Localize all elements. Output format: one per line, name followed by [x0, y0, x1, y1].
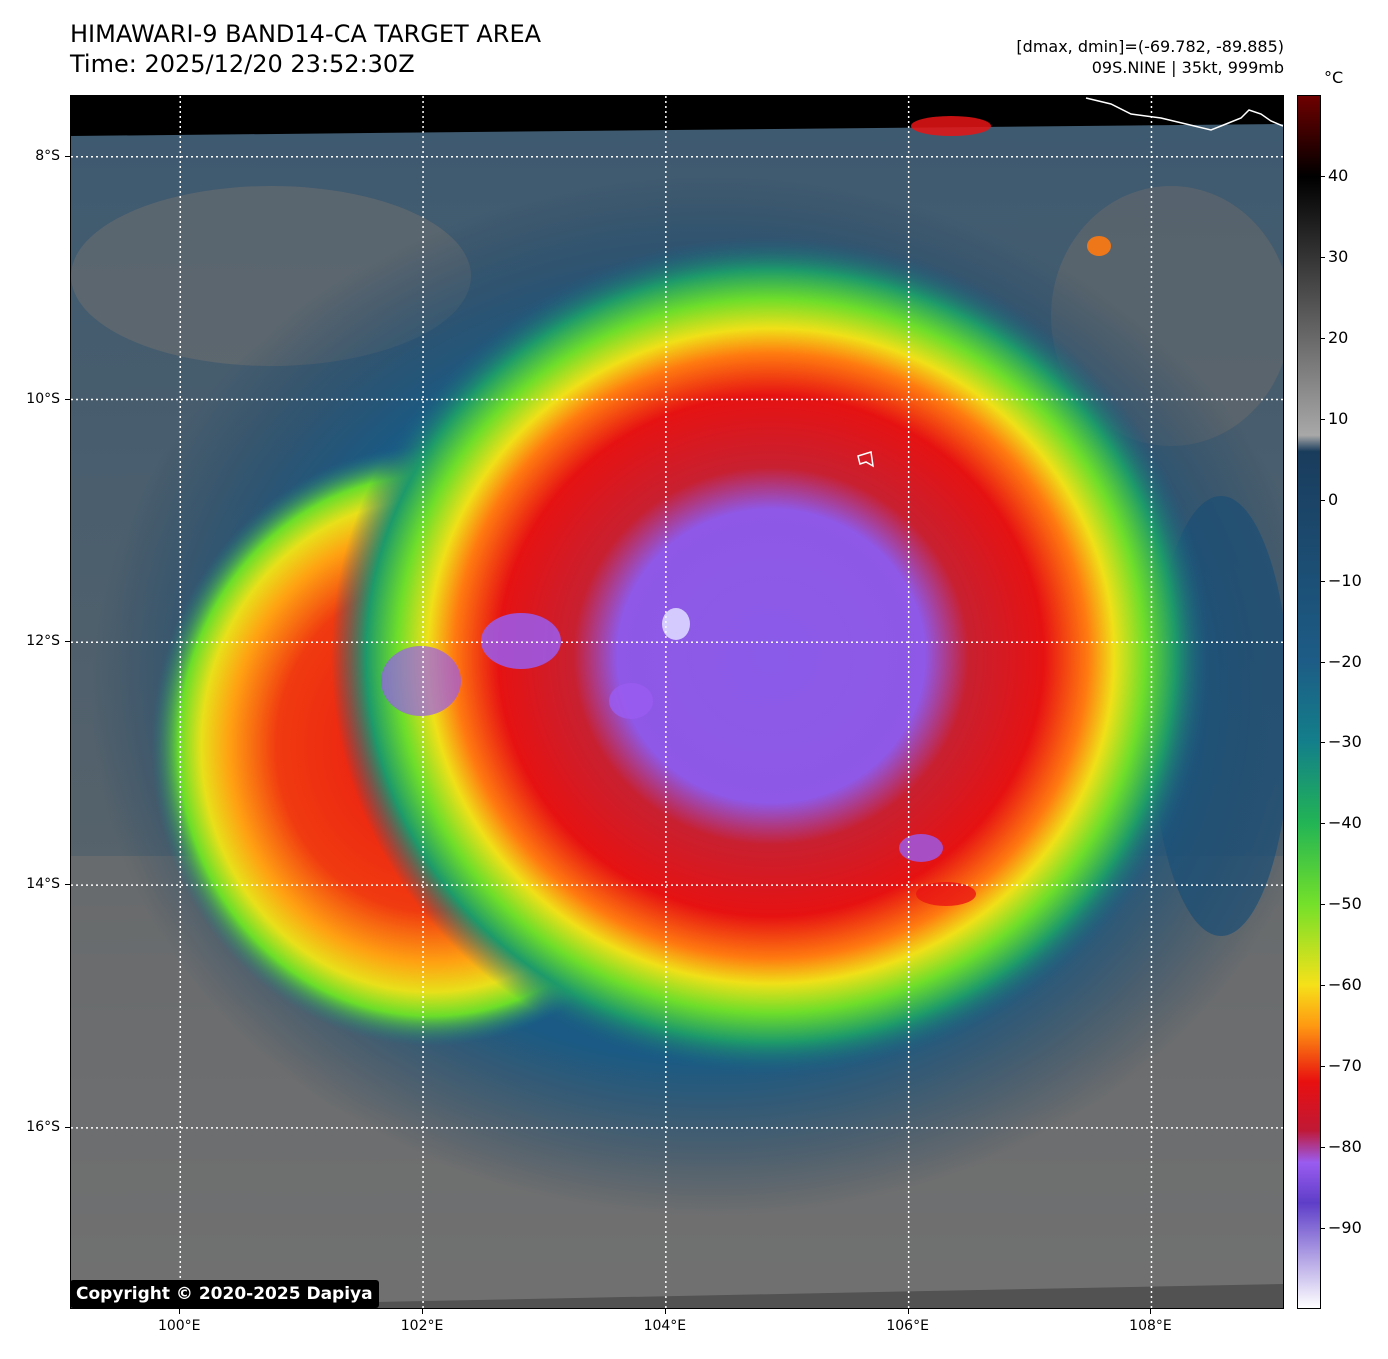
lat-tick: [65, 641, 70, 643]
colorbar-tick-label: 10: [1328, 408, 1349, 428]
lon-tick-label: 108°E: [1129, 1318, 1172, 1334]
lon-tick: [1150, 1309, 1152, 1314]
colorbar-tick-label: 20: [1328, 327, 1349, 347]
gridlines: [71, 96, 1283, 1308]
lat-tick-label: 14°S: [26, 876, 60, 893]
colorbar-tick-label: −70: [1328, 1056, 1362, 1076]
lat-tick: [65, 1126, 70, 1128]
colorbar-tick: [1321, 1147, 1325, 1149]
storm-info: 09S.NINE | 35kt, 999mb: [1091, 58, 1284, 77]
lon-tick: [907, 1309, 909, 1314]
lon-tick-label: 104°E: [643, 1318, 687, 1334]
colorbar-tick: [1321, 337, 1325, 339]
lat-tick-label: 8°S: [35, 147, 60, 164]
colorbar-tick-label: −50: [1328, 894, 1362, 914]
lat-tick-label: 12°S: [26, 633, 60, 650]
colorbar-tick: [1321, 256, 1325, 258]
satellite-map: [70, 95, 1284, 1309]
colorbar-tick-label: 0: [1328, 489, 1339, 509]
lat-tick: [65, 155, 70, 157]
colorbar-tick-label: −10: [1328, 570, 1362, 590]
lon-tick: [664, 1309, 666, 1314]
lat-tick-label: 10°S: [26, 390, 60, 407]
colorbar-tick-label: 30: [1328, 246, 1349, 266]
ir-imagery: [71, 96, 1283, 1308]
lon-tick-label: 100°E: [157, 1318, 201, 1334]
colorbar-tick: [1321, 823, 1325, 825]
colorbar-tick: [1321, 985, 1325, 987]
colorbar-tick: [1321, 742, 1325, 744]
colorbar-tick-label: −80: [1328, 1137, 1362, 1157]
map-title: HIMAWARI-9 BAND14-CA TARGET AREA: [70, 20, 542, 48]
temperature-colorbar: [1297, 95, 1321, 1309]
copyright-notice: Copyright © 2020-2025 Dapiya: [70, 1280, 379, 1308]
colorbar-tick: [1321, 904, 1325, 906]
colorbar-tick: [1321, 661, 1325, 663]
lon-tick: [422, 1309, 424, 1314]
colorbar-tick: [1321, 580, 1325, 582]
colorbar-tick-label: −20: [1328, 651, 1362, 671]
colorbar-tick-label: −30: [1328, 732, 1362, 752]
lon-tick: [179, 1309, 181, 1314]
colorbar-tick: [1321, 1066, 1325, 1068]
colorbar-tick-label: −60: [1328, 975, 1362, 995]
lat-tick: [65, 884, 70, 886]
colorbar-tick-label: −90: [1328, 1218, 1362, 1238]
data-range-readout: [dmax, dmin]=(-69.782, -89.885): [1016, 37, 1284, 56]
lat-tick-label: 16°S: [26, 1118, 60, 1135]
lat-tick: [65, 398, 70, 400]
colorbar-tick: [1321, 1228, 1325, 1230]
colorbar-tick-label: 40: [1328, 165, 1349, 185]
colorbar-tick: [1321, 499, 1325, 501]
colorbar-tick-label: −40: [1328, 813, 1362, 833]
colorbar-tick: [1321, 418, 1325, 420]
colorbar-unit: °C: [1324, 68, 1344, 87]
lon-tick-label: 102°E: [400, 1318, 444, 1334]
lon-tick-label: 106°E: [886, 1318, 929, 1334]
colorbar-tick: [1321, 175, 1325, 177]
map-timestamp: Time: 2025/12/20 23:52:30Z: [70, 50, 415, 78]
